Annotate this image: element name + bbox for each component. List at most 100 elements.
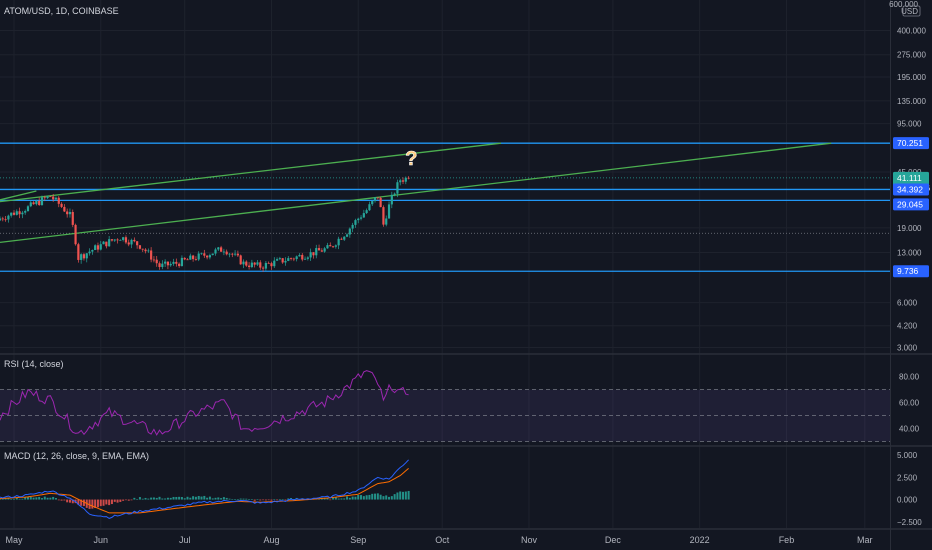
price-pane[interactable]: ? bbox=[0, 142, 890, 272]
candle-body bbox=[256, 262, 259, 265]
candle-body bbox=[105, 241, 108, 247]
macd-histogram-bar bbox=[376, 493, 379, 500]
candle-body bbox=[273, 260, 276, 267]
macd-histogram-bar bbox=[10, 499, 13, 500]
macd-histogram-bar bbox=[52, 496, 55, 500]
candle-body bbox=[345, 234, 349, 237]
macd-histogram-bar bbox=[206, 497, 209, 500]
candle-body bbox=[197, 253, 200, 260]
macd-histogram-bar bbox=[99, 499, 102, 507]
candle-body bbox=[315, 248, 318, 256]
macd-tick-label: 5.000 bbox=[897, 451, 918, 460]
candle-body bbox=[331, 246, 335, 248]
candle-body bbox=[284, 260, 287, 263]
macd-histogram-bar bbox=[231, 499, 234, 500]
macd-histogram-bar bbox=[343, 498, 346, 500]
candle-body bbox=[18, 211, 21, 215]
macd-histogram-bar bbox=[1, 499, 4, 500]
candle-body bbox=[21, 212, 24, 215]
chart-title: ATOM/USD, 1D, COINBASE bbox=[4, 6, 119, 16]
price-badge bbox=[893, 198, 929, 211]
candle-body bbox=[49, 196, 52, 198]
time-tick-label: May bbox=[5, 535, 23, 545]
candle-body bbox=[253, 262, 256, 265]
candle-body bbox=[343, 236, 346, 240]
macd-histogram-bar bbox=[119, 499, 122, 502]
candle-body bbox=[382, 207, 385, 225]
macd-histogram-bar bbox=[172, 496, 175, 500]
price-tick-label: 275.000 bbox=[897, 51, 926, 60]
candle-body bbox=[211, 253, 214, 256]
macd-histogram-bar bbox=[245, 498, 248, 500]
macd-histogram-bar bbox=[402, 491, 405, 500]
macd-histogram-bar bbox=[127, 499, 130, 501]
candle-body bbox=[390, 194, 393, 205]
macd-histogram-bar bbox=[217, 497, 220, 500]
candle-body bbox=[15, 211, 18, 215]
candle-body bbox=[407, 177, 410, 179]
candle-body bbox=[396, 182, 399, 194]
macd-histogram-bar bbox=[18, 498, 21, 500]
macd-histogram-bar bbox=[189, 497, 192, 500]
candle-body bbox=[337, 238, 340, 246]
macd-histogram-bar bbox=[337, 498, 340, 500]
macd-histogram-bar bbox=[390, 496, 393, 500]
candle-body bbox=[217, 247, 220, 250]
candle-body bbox=[122, 237, 125, 240]
macd-histogram-bar bbox=[368, 494, 371, 500]
candle-body bbox=[359, 217, 363, 219]
macd-histogram-bar bbox=[379, 494, 382, 500]
macd-histogram-bar bbox=[371, 493, 374, 500]
price-badge-label: 70.251 bbox=[897, 138, 923, 148]
trendline[interactable] bbox=[0, 190, 37, 201]
macd-histogram-bar bbox=[110, 499, 113, 505]
macd-histogram-bar bbox=[267, 499, 270, 501]
macd-histogram-bar bbox=[169, 497, 172, 500]
macd-histogram-bar bbox=[382, 496, 385, 500]
macd-pane[interactable] bbox=[0, 459, 410, 519]
candle-body bbox=[239, 255, 242, 265]
macd-axis: 5.000 2.500 0.000 −2.500 bbox=[897, 451, 922, 527]
macd-histogram-bar bbox=[270, 499, 273, 501]
candle-body bbox=[85, 253, 88, 259]
macd-histogram-bar bbox=[136, 499, 139, 500]
macd-histogram-bar bbox=[46, 497, 49, 500]
macd-histogram-bar bbox=[346, 496, 349, 500]
macd-histogram-bar bbox=[340, 498, 343, 500]
macd-histogram-bar bbox=[351, 496, 354, 500]
candle-body bbox=[264, 262, 267, 269]
candle-body bbox=[166, 261, 170, 266]
candle-body bbox=[169, 263, 172, 266]
trendline[interactable] bbox=[0, 142, 502, 203]
rsi-pane[interactable] bbox=[0, 370, 890, 442]
candle-body bbox=[247, 265, 251, 268]
macd-histogram-bar bbox=[113, 499, 116, 502]
candle-body bbox=[236, 253, 239, 256]
candle-body bbox=[385, 218, 388, 225]
candle-body bbox=[334, 245, 337, 247]
candle-body bbox=[40, 197, 44, 205]
trendline[interactable] bbox=[0, 142, 832, 244]
candle-body bbox=[68, 211, 72, 215]
macd-histogram-bar bbox=[94, 499, 97, 509]
macd-histogram-bar bbox=[360, 495, 363, 500]
question-mark-annotation[interactable]: ? bbox=[405, 148, 418, 171]
macd-histogram-bar bbox=[175, 496, 178, 500]
macd-histogram-bar bbox=[12, 498, 15, 500]
candle-body bbox=[365, 210, 368, 214]
candle-body bbox=[0, 218, 2, 221]
macd-histogram-bar bbox=[161, 498, 164, 500]
macd-histogram-bar bbox=[35, 497, 38, 500]
candle-body bbox=[32, 202, 35, 205]
time-axis[interactable]: May Jun Jul Aug Sep Oct Nov Dec 2022 Feb Mar bbox=[5, 535, 872, 545]
rsi-tick-label: 40.00 bbox=[899, 424, 920, 433]
candle-body bbox=[136, 241, 139, 246]
macd-histogram-bar bbox=[158, 496, 161, 500]
macd-histogram-bar bbox=[203, 495, 206, 500]
candle-body bbox=[278, 258, 281, 260]
macd-histogram-bar bbox=[326, 497, 329, 500]
candle-body bbox=[150, 250, 153, 260]
